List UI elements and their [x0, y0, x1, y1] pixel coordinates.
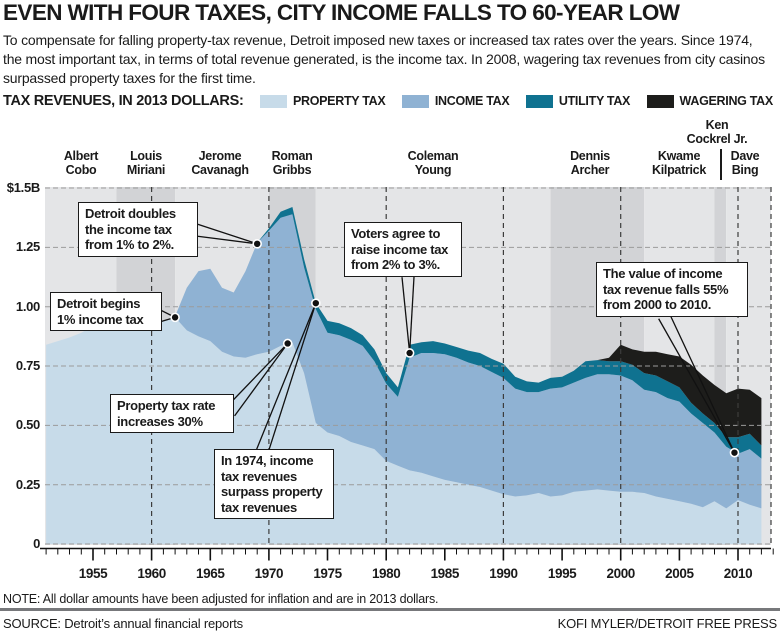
pointer-line: [658, 318, 736, 453]
legend-item-label: INCOME TAX: [434, 94, 510, 108]
pointer-line: [401, 277, 411, 354]
legend-swatch-icon: [525, 94, 553, 108]
annotation-dot: [282, 338, 293, 349]
annotation-dot: [252, 239, 262, 249]
chart-legend: TAX REVENUES, IN 2013 DOLLARS: PROPERTY …: [3, 93, 773, 109]
note-text: NOTE: All dollar amounts have been adjus…: [3, 592, 439, 606]
pointer-line: [194, 235, 258, 245]
pointer-line: [408, 276, 415, 354]
pointer-line: [668, 312, 736, 453]
annotation-dot: [404, 348, 415, 358]
legend-title: TAX REVENUES, IN 2013 DOLLARS:: [3, 93, 244, 109]
pointer-line: [267, 302, 317, 455]
legend-item: PROPERTY TAX: [259, 94, 386, 108]
x-axis: [40, 547, 774, 561]
legend-swatch-icon: [646, 94, 674, 108]
legend-item-label: PROPERTY TAX: [292, 94, 386, 108]
legend-item: UTILITY TAX: [525, 94, 631, 108]
pointer-line: [255, 302, 317, 451]
legend-swatch-icon: [401, 94, 429, 108]
legend-item-label: WAGERING TAX: [679, 94, 774, 108]
legend-item-label: UTILITY TAX: [558, 94, 631, 108]
pointer-line: [197, 223, 258, 245]
legend-item: WAGERING TAX: [646, 94, 774, 108]
footer-divider: [0, 608, 780, 611]
legend-swatch-icon: [259, 94, 287, 108]
legend-item: INCOME TAX: [401, 94, 510, 108]
pointer-line: [234, 343, 289, 417]
source-text: SOURCE: Detroit’s annual financial repor…: [3, 616, 243, 631]
annotation-dot: [311, 298, 321, 308]
area-income-tax: [46, 214, 762, 509]
annotation-dot: [729, 447, 740, 458]
pointer-line: [224, 343, 289, 409]
intro-text: To compensate for falling property-tax r…: [3, 32, 765, 86]
credit-text: KOFI MYLER/DETROIT FREE PRESS: [557, 616, 778, 631]
page-title: EVEN WITH FOUR TAXES, CITY INCOME FALLS …: [3, 0, 680, 25]
annotation-dot: [170, 312, 180, 323]
annotation-pointers: [159, 223, 740, 458]
